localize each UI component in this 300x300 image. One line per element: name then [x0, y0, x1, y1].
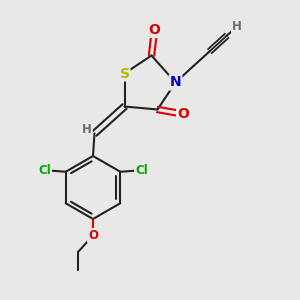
Text: Cl: Cl: [38, 164, 51, 177]
Text: S: S: [119, 67, 130, 80]
Text: Cl: Cl: [135, 164, 148, 177]
Text: O: O: [177, 107, 189, 121]
Text: O: O: [148, 23, 160, 37]
Text: H: H: [232, 20, 242, 33]
Text: O: O: [88, 229, 98, 242]
Text: H: H: [82, 123, 92, 136]
Text: N: N: [170, 76, 181, 89]
